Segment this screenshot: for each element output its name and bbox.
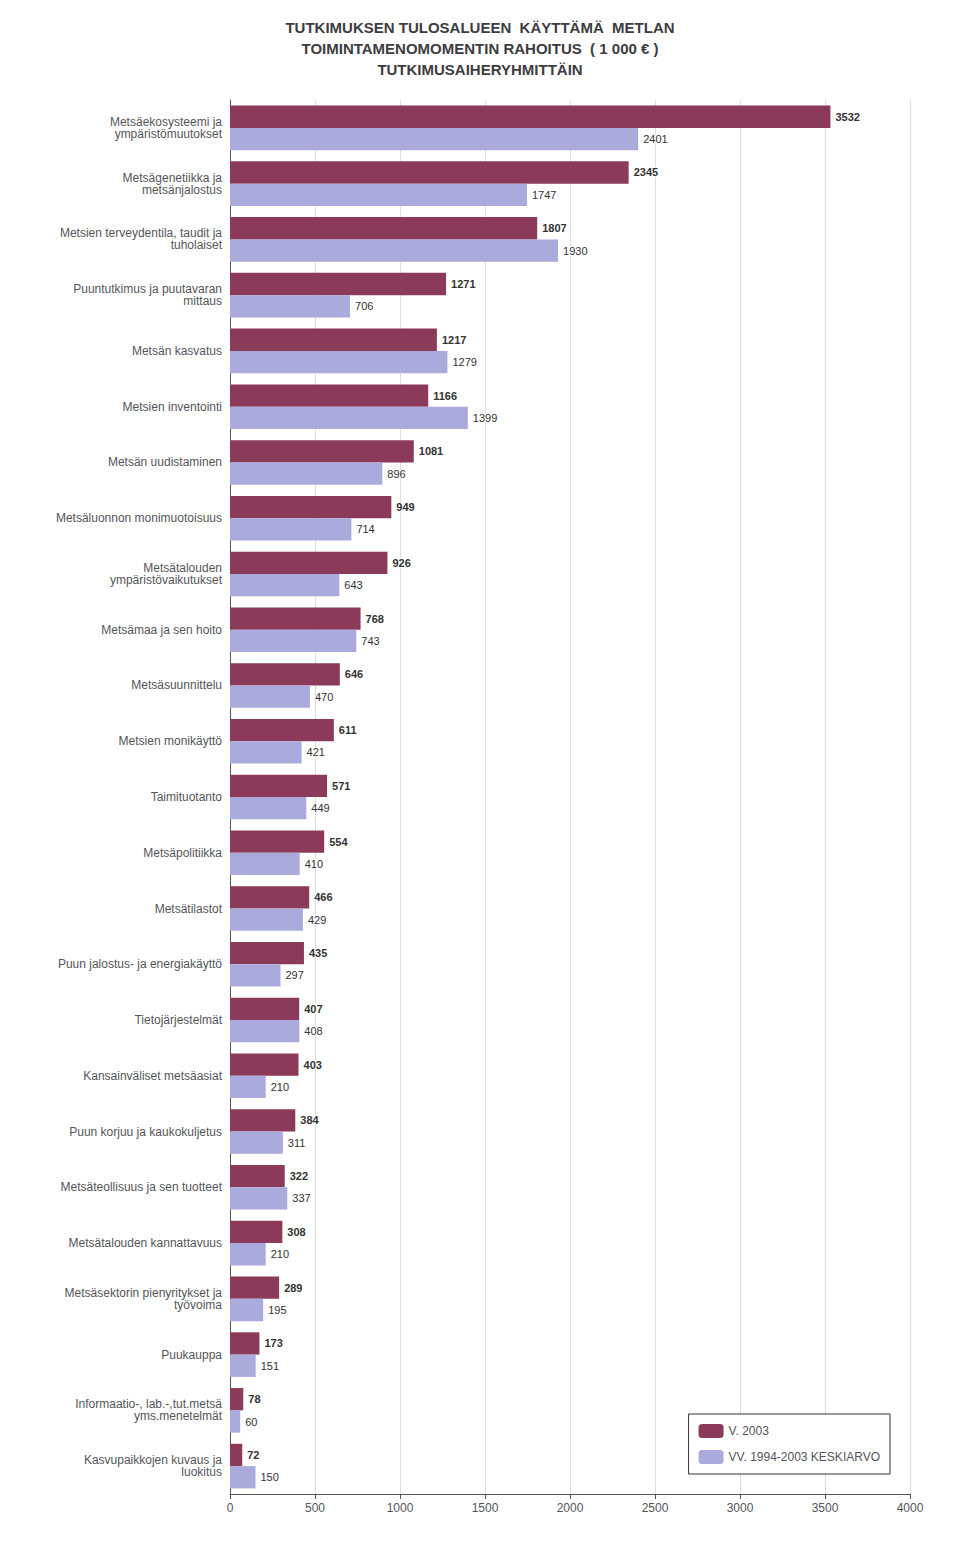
svg-text:449: 449 xyxy=(311,802,329,814)
svg-text:421: 421 xyxy=(307,746,325,758)
svg-text:Tietojärjestelmät: Tietojärjestelmät xyxy=(134,1013,222,1027)
svg-text:1000: 1000 xyxy=(387,1501,414,1515)
svg-text:Metsäekosysteemi ja: Metsäekosysteemi ja xyxy=(110,114,222,129)
svg-text:706: 706 xyxy=(355,300,373,312)
svg-text:435: 435 xyxy=(309,947,327,959)
svg-text:410: 410 xyxy=(305,858,323,870)
svg-text:Kansainväliset metsäasiat: Kansainväliset metsäasiat xyxy=(83,1069,222,1083)
svg-text:554: 554 xyxy=(329,836,348,848)
svg-text:78: 78 xyxy=(248,1393,260,1405)
svg-text:470: 470 xyxy=(315,691,333,703)
svg-text:Metsäpolitiikka: Metsäpolitiikka xyxy=(143,846,222,860)
svg-text:0: 0 xyxy=(227,1501,234,1515)
svg-text:1271: 1271 xyxy=(451,278,475,290)
svg-text:VV. 1994-2003 KESKIARVO: VV. 1994-2003 KESKIARVO xyxy=(729,1450,880,1464)
svg-text:1081: 1081 xyxy=(419,445,443,457)
svg-text:150: 150 xyxy=(261,1471,279,1483)
svg-text:Metsien terveydentila, taudit: Metsien terveydentila, taudit ja xyxy=(59,226,222,241)
svg-text:Puun jalostus- ja energiakäytt: Puun jalostus- ja energiakäyttö xyxy=(58,957,222,971)
svg-text:1166: 1166 xyxy=(433,390,457,402)
svg-text:408: 408 xyxy=(304,1025,322,1037)
svg-text:V. 2003: V. 2003 xyxy=(729,1424,770,1438)
svg-text:429: 429 xyxy=(308,914,326,926)
svg-text:2345: 2345 xyxy=(634,166,658,178)
svg-text:1747: 1747 xyxy=(532,189,556,201)
svg-text:Metsäluonnon monimuotoisuus: Metsäluonnon monimuotoisuus xyxy=(56,511,222,525)
svg-text:896: 896 xyxy=(387,468,405,480)
svg-text:466: 466 xyxy=(314,891,332,903)
svg-text:Metsäteollisuus ja sen tuottee: Metsäteollisuus ja sen tuotteet xyxy=(61,1180,223,1194)
svg-text:403: 403 xyxy=(304,1059,322,1071)
svg-text:Metsän kasvatus: Metsän kasvatus xyxy=(132,344,222,358)
svg-text:ympäristövaikutukset: ympäristövaikutukset xyxy=(110,573,223,587)
svg-text:195: 195 xyxy=(268,1304,286,1316)
svg-text:2401: 2401 xyxy=(643,133,667,145)
svg-text:714: 714 xyxy=(356,523,374,535)
svg-text:Metsämaa ja sen hoito: Metsämaa ja sen hoito xyxy=(101,623,222,637)
svg-text:643: 643 xyxy=(344,579,362,591)
svg-text:1500: 1500 xyxy=(472,1501,499,1515)
svg-text:yms.menetelmät: yms.menetelmät xyxy=(134,1409,223,1423)
svg-text:Taimituotanto: Taimituotanto xyxy=(151,790,223,804)
svg-text:1217: 1217 xyxy=(442,334,466,346)
svg-text:1279: 1279 xyxy=(452,356,476,368)
svg-text:571: 571 xyxy=(332,780,350,792)
svg-text:Metsien monikäyttö: Metsien monikäyttö xyxy=(119,734,223,748)
svg-text:210: 210 xyxy=(271,1081,289,1093)
svg-text:611: 611 xyxy=(339,724,357,736)
svg-text:mittaus: mittaus xyxy=(183,294,222,308)
svg-text:500: 500 xyxy=(305,1501,325,1515)
svg-text:3532: 3532 xyxy=(835,111,859,123)
svg-text:1399: 1399 xyxy=(473,412,497,424)
svg-text:Metsätalouden: Metsätalouden xyxy=(143,561,222,575)
svg-text:Metsätalouden kannattavuus: Metsätalouden kannattavuus xyxy=(69,1236,222,1250)
svg-text:926: 926 xyxy=(392,557,410,569)
svg-text:luokitus: luokitus xyxy=(181,1465,222,1479)
svg-text:TUTKIMUSAIHERYHMITTÄIN: TUTKIMUSAIHERYHMITTÄIN xyxy=(377,61,582,78)
svg-text:151: 151 xyxy=(261,1360,279,1372)
svg-text:Metsätilastot: Metsätilastot xyxy=(155,902,223,916)
svg-text:311: 311 xyxy=(288,1137,306,1149)
svg-text:308: 308 xyxy=(287,1226,305,1238)
svg-text:Metsäsektorin pienyritykset ja: Metsäsektorin pienyritykset ja xyxy=(64,1285,222,1300)
svg-text:Informaatio-, lab.-,tut.metsä: Informaatio-, lab.-,tut.metsä xyxy=(75,1397,222,1412)
svg-text:ympäristömuutokset: ympäristömuutokset xyxy=(115,127,223,141)
svg-text:Puuntutkimus ja puutavaran: Puuntutkimus ja puutavaran xyxy=(73,282,222,297)
svg-text:Metsän uudistaminen: Metsän uudistaminen xyxy=(108,455,222,469)
svg-text:Metsäsuunnittelu: Metsäsuunnittelu xyxy=(131,678,222,692)
svg-text:289: 289 xyxy=(284,1282,302,1294)
svg-text:210: 210 xyxy=(271,1248,289,1260)
svg-text:4000: 4000 xyxy=(897,1501,924,1515)
svg-text:metsänjalostus: metsänjalostus xyxy=(142,183,222,197)
svg-text:TOIMINTAMENOMOMENTIN RAHOITUS: TOIMINTAMENOMOMENTIN RAHOITUS ( 1 000 € … xyxy=(302,40,659,57)
svg-text:1930: 1930 xyxy=(563,245,587,257)
svg-text:työvoima: työvoima xyxy=(174,1298,222,1312)
svg-text:tuholaiset: tuholaiset xyxy=(171,238,223,252)
svg-text:2500: 2500 xyxy=(642,1501,669,1515)
svg-text:384: 384 xyxy=(300,1114,319,1126)
svg-text:1807: 1807 xyxy=(542,222,566,234)
svg-text:60: 60 xyxy=(245,1416,257,1428)
svg-text:Kasvupaikkojen kuvaus ja: Kasvupaikkojen kuvaus ja xyxy=(83,1453,222,1468)
svg-text:949: 949 xyxy=(396,501,414,513)
svg-text:3500: 3500 xyxy=(812,1501,839,1515)
svg-text:322: 322 xyxy=(290,1170,308,1182)
svg-text:Metsien inventointi: Metsien inventointi xyxy=(123,400,222,414)
svg-text:3000: 3000 xyxy=(727,1501,754,1515)
svg-text:743: 743 xyxy=(361,635,379,647)
svg-text:Metsägenetiikka ja: Metsägenetiikka ja xyxy=(122,170,222,185)
svg-text:173: 173 xyxy=(264,1337,282,1349)
svg-text:337: 337 xyxy=(292,1192,310,1204)
svg-text:72: 72 xyxy=(247,1449,259,1461)
svg-text:768: 768 xyxy=(366,613,384,625)
svg-text:Puun korjuu ja kaukokuljetus: Puun korjuu ja kaukokuljetus xyxy=(69,1125,222,1139)
svg-text:407: 407 xyxy=(304,1003,322,1015)
svg-text:Puukauppa: Puukauppa xyxy=(161,1348,222,1362)
svg-text:297: 297 xyxy=(285,969,303,981)
svg-text:646: 646 xyxy=(345,668,363,680)
svg-text:TUTKIMUKSEN TULOSALUEEN KÄYTT: TUTKIMUKSEN TULOSALUEEN KÄYTTÄMÄ METLAN xyxy=(285,19,674,36)
svg-text:2000: 2000 xyxy=(557,1501,584,1515)
